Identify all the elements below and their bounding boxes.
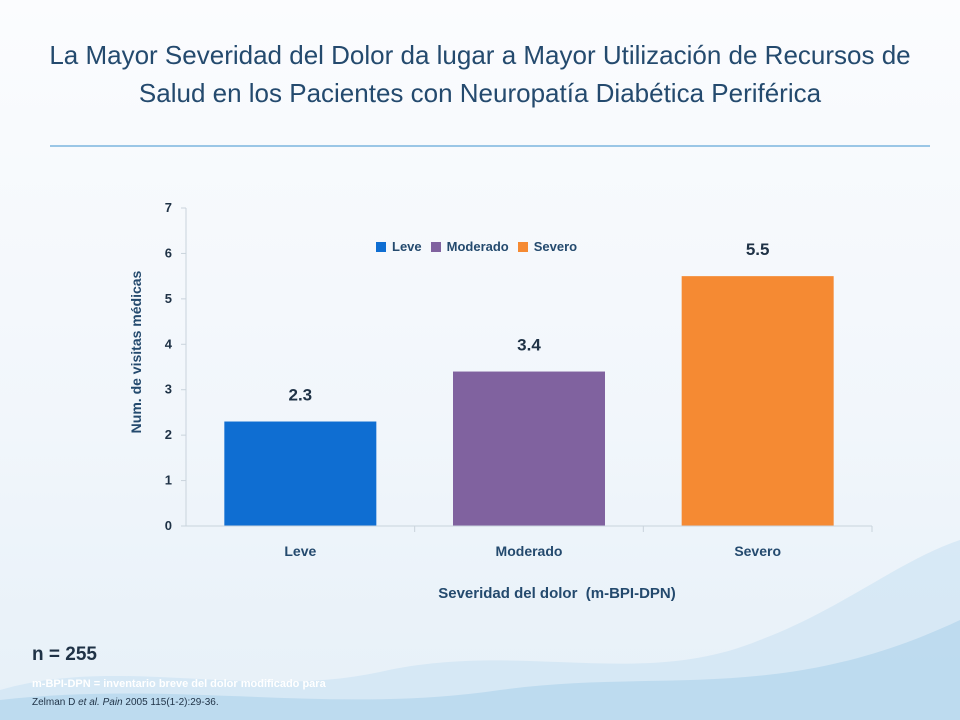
- bar-leve: [224, 421, 377, 526]
- y-tick-label-7: 7: [165, 200, 172, 215]
- slide-title: La Mayor Severidad del Dolor da lugar a …: [49, 40, 911, 108]
- legend-label-leve: Leve: [392, 239, 422, 254]
- chart-legend: Leve Moderado Severo: [376, 239, 577, 254]
- citation-prefix: Zelman D: [32, 697, 79, 708]
- y-tick-label-2: 2: [165, 427, 172, 442]
- y-tick-label-5: 5: [165, 291, 172, 306]
- legend-swatch-severo: [517, 241, 528, 252]
- citation-suffix: 2005 115(1-2):29-36.: [122, 697, 219, 708]
- footnote-definition: m-BPI-DPN = inventario breve del dolor m…: [32, 678, 326, 690]
- data-label-leve: 2.3: [289, 386, 313, 405]
- legend-label-moderado: Moderado: [446, 239, 509, 254]
- citation: Zelman D et al. Pain 2005 115(1-2):29-36…: [32, 697, 219, 708]
- legend-swatch-leve: [376, 241, 386, 252]
- x-axis-label: Severidad del dolor (m-BPI-DPN): [438, 585, 676, 602]
- x-tick-label-severo: Severo: [734, 543, 781, 559]
- bar-severo: [681, 276, 834, 526]
- citation-italic: et al. Pain: [78, 697, 123, 708]
- x-tick-label-moderado: Moderado: [496, 543, 563, 559]
- x-tick-label-leve: Leve: [284, 543, 316, 559]
- y-tick-label-1: 1: [165, 473, 172, 488]
- legend-item-moderado: Moderado: [430, 239, 509, 254]
- legend-swatch-moderado: [430, 241, 441, 252]
- legend-item-severo: Severo: [517, 239, 578, 254]
- legend-item-leve: Leve: [376, 239, 422, 254]
- data-label-severo: 5.5: [746, 240, 770, 259]
- y-tick-label-4: 4: [165, 336, 173, 351]
- y-tick-label-3: 3: [165, 382, 172, 397]
- y-axis-label: Num. de visitas médicas: [128, 270, 144, 433]
- bar-moderado: [453, 371, 605, 526]
- legend-label-severo: Severo: [533, 239, 578, 254]
- sample-size: n = 255: [32, 644, 97, 665]
- title-divider: [50, 145, 930, 147]
- data-label-moderado: 3.4: [517, 336, 541, 355]
- y-tick-label-0: 0: [165, 518, 172, 533]
- y-tick-label-6: 6: [165, 245, 172, 260]
